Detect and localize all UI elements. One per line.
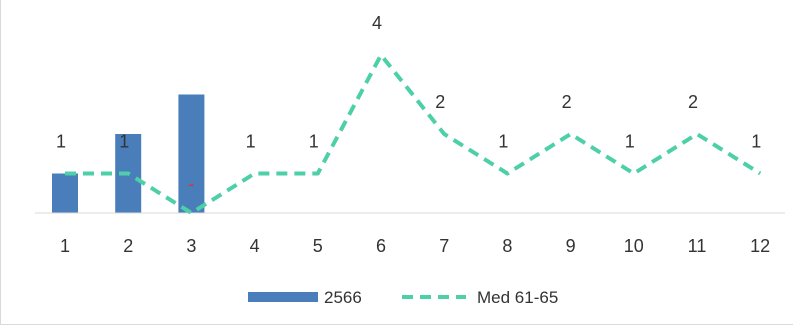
x-tick-label-5: 5 xyxy=(313,236,323,256)
data-label-10: 1 xyxy=(625,132,635,152)
x-tick-label-11: 11 xyxy=(688,236,707,256)
legend-swatch-bar xyxy=(248,292,318,302)
x-tick-label-1: 1 xyxy=(60,236,70,256)
data-label-7: 2 xyxy=(435,92,445,112)
x-tick-label-2: 2 xyxy=(123,236,133,256)
legend-label-line: Med 61-65 xyxy=(477,288,558,307)
data-label-4: 1 xyxy=(246,132,256,152)
x-tick-label-7: 7 xyxy=(439,236,449,256)
x-tick-labels: 1 2 3 4 5 6 7 8 9 10 11 12 xyxy=(60,236,770,256)
bar-3 xyxy=(178,94,205,213)
x-tick-label-6: 6 xyxy=(376,236,386,256)
data-label-3: - xyxy=(188,174,194,194)
x-tick-label-9: 9 xyxy=(566,236,576,256)
x-tick-label-3: 3 xyxy=(186,236,196,256)
data-label-11: 2 xyxy=(688,92,698,112)
bar-series xyxy=(52,94,205,213)
x-tick-label-8: 8 xyxy=(502,236,512,256)
data-label-5: 1 xyxy=(309,132,319,152)
data-label-12: 1 xyxy=(751,132,761,152)
data-label-2: 1 xyxy=(119,132,129,152)
legend-label-bar: 2566 xyxy=(324,288,362,307)
line-series xyxy=(65,53,762,215)
data-labels: 1 1 - 1 1 4 2 1 2 1 2 1 xyxy=(56,13,761,194)
bar-1 xyxy=(52,173,78,213)
legend: 2566 Med 61-65 xyxy=(248,288,558,307)
data-label-9: 2 xyxy=(562,92,572,112)
x-tick-label-4: 4 xyxy=(250,236,260,256)
x-tick-label-12: 12 xyxy=(750,236,770,256)
data-label-8: 1 xyxy=(498,132,508,152)
data-label-1: 1 xyxy=(56,132,66,152)
x-tick-label-10: 10 xyxy=(624,236,644,256)
data-label-6: 4 xyxy=(372,13,382,33)
